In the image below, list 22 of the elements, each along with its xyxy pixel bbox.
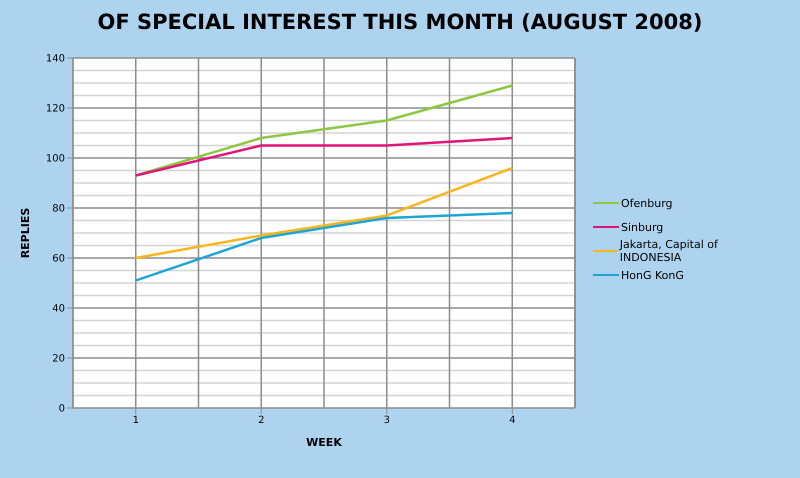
legend-label: HonG KonG <box>621 268 684 282</box>
y-tick-label: 0 <box>58 404 65 415</box>
legend-label: Sinburg <box>621 220 664 234</box>
y-tick-label: 80 <box>52 204 65 215</box>
y-axis-title: REPLIES <box>18 208 32 258</box>
y-tick-label: 40 <box>52 304 65 315</box>
y-tick-label: 60 <box>52 254 65 265</box>
y-tick-label: 20 <box>52 354 65 365</box>
legend-label: Ofenburg <box>621 196 673 210</box>
x-tick-label: 2 <box>258 415 264 426</box>
y-tick-label: 120 <box>46 104 65 115</box>
x-axis-title: WEEK <box>306 436 342 449</box>
line-series <box>134 212 514 282</box>
x-tick-label: 4 <box>509 415 516 426</box>
line-series <box>134 166 514 260</box>
y-tick-label: 100 <box>46 154 65 165</box>
line-series <box>134 84 514 177</box>
y-tick-label: 140 <box>46 54 65 65</box>
chart-title: OF SPECIAL INTEREST THIS MONTH (AUGUST 2008) <box>96 10 704 34</box>
legend-label: Jakarta, Capital of INDONESIA <box>620 238 720 264</box>
x-tick-label: 1 <box>132 415 139 426</box>
x-tick-label: 3 <box>384 415 390 426</box>
